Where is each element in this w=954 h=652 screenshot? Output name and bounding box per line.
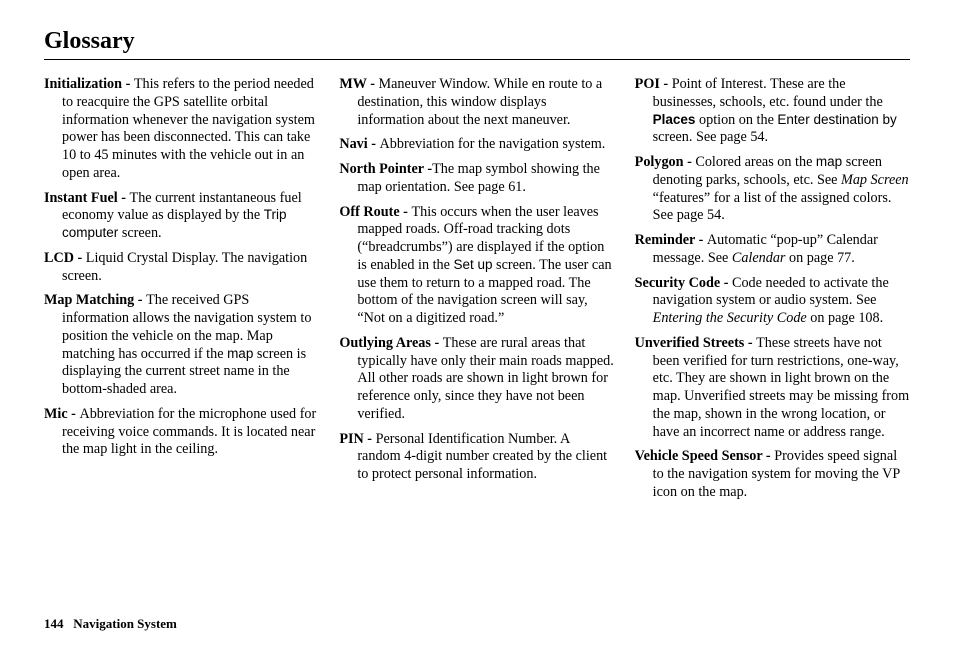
term: Reminder - <box>635 232 707 248</box>
glossary-entry: MW - Maneuver Window. While en route to … <box>339 76 614 129</box>
definition: Colored areas on the <box>695 154 816 170</box>
term: Navi - <box>339 136 379 152</box>
term: Unverified Streets - <box>635 335 756 351</box>
term: POI - <box>635 76 672 92</box>
definition: Maneuver Window. While en route to a des… <box>357 76 602 128</box>
page-number: 144 <box>44 616 64 631</box>
glossary-entry: Reminder - Automatic “pop-up” Calendar m… <box>635 232 910 268</box>
term: Outlying Areas - <box>339 335 442 351</box>
glossary-entry: Outlying Areas - These are rural areas t… <box>339 335 614 424</box>
glossary-entry: POI - Point of Interest. These are the b… <box>635 76 910 147</box>
ui-text: Set up <box>453 257 492 272</box>
term: Instant Fuel - <box>44 190 130 206</box>
glossary-entry: Mic - Abbreviation for the microphone us… <box>44 406 319 459</box>
definition: Abbreviation for the navigation system. <box>380 136 606 152</box>
column-1: Initialization - This refers to the peri… <box>44 76 319 509</box>
definition: “features” for a list of the assigned co… <box>653 190 892 224</box>
ui-text: map <box>227 346 253 361</box>
glossary-columns: Initialization - This refers to the peri… <box>44 76 910 509</box>
ui-text: Enter destination by <box>777 112 896 127</box>
term: Map Matching - <box>44 292 146 308</box>
glossary-entry: Navi - Abbreviation for the navigation s… <box>339 136 614 154</box>
definition: Abbreviation for the microphone used for… <box>62 406 316 458</box>
italic-ref: Map Screen <box>841 172 909 188</box>
glossary-entry: Unverified Streets - These streets have … <box>635 335 910 442</box>
term: Polygon - <box>635 154 696 170</box>
glossary-entry: Instant Fuel - The current instantaneous… <box>44 190 319 243</box>
definition: on page 108. <box>807 310 883 326</box>
term: Security Code - <box>635 275 732 291</box>
definition: Personal Identification Number. A random… <box>357 431 607 483</box>
glossary-entry: Map Matching - The received GPS informat… <box>44 292 319 399</box>
glossary-entry: Initialization - This refers to the peri… <box>44 76 319 183</box>
page-title: Glossary <box>44 28 910 60</box>
glossary-entry: PIN - Personal Identification Number. A … <box>339 431 614 484</box>
ui-bold-text: Places <box>653 112 696 127</box>
footer-section-label: Navigation System <box>73 616 177 631</box>
glossary-entry: North Pointer -The map symbol showing th… <box>339 161 614 197</box>
column-2: MW - Maneuver Window. While en route to … <box>339 76 614 509</box>
term: MW - <box>339 76 378 92</box>
definition: screen. See page 54. <box>653 129 768 145</box>
term: Mic - <box>44 406 79 422</box>
ui-text: map <box>816 154 842 169</box>
term: LCD - <box>44 250 86 266</box>
term: Off Route - <box>339 204 411 220</box>
italic-ref: Entering the Security Code <box>653 310 807 326</box>
term: PIN - <box>339 431 375 447</box>
italic-ref: Calendar <box>732 250 786 266</box>
definition: Liquid Crystal Display. The navigation s… <box>62 250 307 284</box>
definition: on page 77. <box>785 250 854 266</box>
glossary-entry: Vehicle Speed Sensor - Provides speed si… <box>635 448 910 501</box>
definition: option on the <box>695 112 777 128</box>
term: North Pointer - <box>339 161 432 177</box>
term: Vehicle Speed Sensor - <box>635 448 775 464</box>
definition: screen. <box>118 225 161 241</box>
glossary-entry: LCD - Liquid Crystal Display. The naviga… <box>44 250 319 286</box>
glossary-entry: Security Code - Code needed to activate … <box>635 275 910 328</box>
page-footer: 144 Navigation System <box>44 616 177 632</box>
column-3: POI - Point of Interest. These are the b… <box>635 76 910 509</box>
definition: Point of Interest. These are the busines… <box>653 76 883 110</box>
glossary-entry: Off Route - This occurs when the user le… <box>339 204 614 328</box>
term: Initialization - <box>44 76 134 92</box>
glossary-entry: Polygon - Colored areas on the map scree… <box>635 154 910 225</box>
